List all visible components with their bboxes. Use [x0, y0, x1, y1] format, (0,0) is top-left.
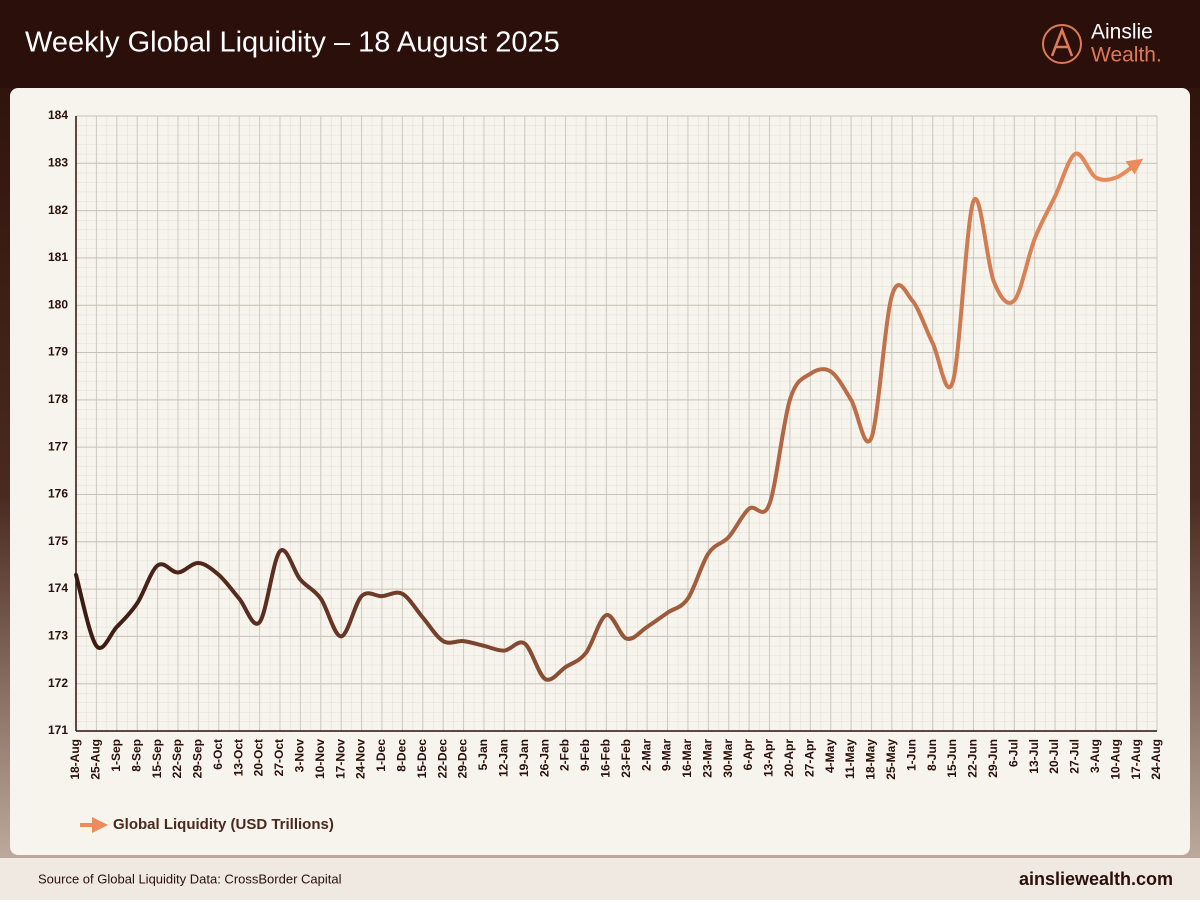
x-tick-label: 24-Aug: [1149, 739, 1163, 780]
x-tick-label: 15-Sep: [150, 739, 164, 778]
x-tick-label: 3-Nov: [293, 739, 307, 773]
x-tick-label: 22-Dec: [435, 739, 449, 779]
x-tick-label: 2-Mar: [639, 739, 653, 771]
x-tick-label: 1-Jun: [904, 739, 918, 771]
x-tick-label: 29-Jun: [986, 739, 1000, 778]
legend-label: Global Liquidity (USD Trillions): [113, 816, 334, 833]
x-tick-label: 6-Jul: [1006, 739, 1020, 767]
x-tick-label: 5-Jan: [476, 739, 490, 770]
logo-glyph: [1050, 26, 1074, 57]
y-tick-label: 183: [48, 155, 68, 169]
y-tick-label: 182: [48, 203, 68, 217]
x-tick-label: 27-Oct: [272, 739, 286, 776]
x-tick-label: 12-Jan: [496, 739, 510, 777]
title: Weekly Global Liquidity – 18 August 2025: [25, 27, 560, 59]
x-tick-label: 29-Dec: [456, 739, 470, 779]
x-tick-label: 22-Sep: [170, 739, 184, 778]
x-tick-label: 4-May: [823, 739, 837, 773]
x-tick-label: 3-Aug: [1088, 739, 1102, 773]
series-line: [74, 151, 1144, 682]
x-tick-label: 11-May: [843, 739, 857, 779]
x-tick-label: 10-Aug: [1108, 739, 1122, 780]
x-tick-label: 1-Dec: [374, 739, 388, 772]
y-tick-label: 173: [48, 629, 68, 643]
x-tick-label: 20-Apr: [782, 739, 796, 777]
logo-ring: [1042, 24, 1082, 64]
source: Source of Global Liquidity Data: CrossBo…: [38, 871, 342, 886]
x-tick-label: 15-Jun: [945, 739, 959, 778]
x-tick-label: 26-Jan: [537, 739, 551, 777]
brand-line: Ainslie: [1091, 21, 1153, 44]
x-tick-label: 8-Jun: [925, 739, 939, 771]
x-tick-label: 25-May: [884, 739, 898, 780]
plot: 18-Aug 25-Aug 1-Sep 8-Sep 15-Sep 22-Sep 29-Sep…: [48, 108, 1163, 833]
x-tick-label: 27-Jul: [1068, 739, 1082, 774]
x-tick-label: 15-Dec: [415, 739, 429, 779]
minor-grid: [76, 116, 1157, 731]
y-tick-label: 178: [48, 392, 68, 406]
x-tick-label: 1-Sep: [109, 739, 123, 772]
x-tick-label: 17-Nov: [333, 739, 347, 779]
x-tick-label: 8-Dec: [395, 739, 409, 772]
x-tick-label: 19-Jan: [517, 739, 531, 777]
x-tick-label: 30-Mar: [721, 739, 735, 778]
x-tick-label: 13-Jul: [1027, 739, 1041, 774]
x-tick-label: 24-Nov: [354, 739, 368, 779]
logo: Ainslie Wealth.: [1042, 21, 1162, 67]
y-tick-label: 172: [48, 676, 68, 690]
brand-line: Wealth.: [1091, 44, 1162, 67]
x-tick-label: 18-Aug: [68, 739, 82, 780]
x-tick-label: 9-Feb: [578, 739, 592, 771]
y-tick-label: 181: [48, 250, 68, 264]
x-tick-label: 23-Feb: [619, 739, 633, 778]
x-tick-label: 9-Mar: [660, 739, 674, 771]
x-tick-label: 16-Feb: [598, 739, 612, 778]
y-tick-label: 177: [48, 439, 68, 453]
y-tick-label: 180: [48, 297, 68, 311]
x-tick-label: 10-Nov: [313, 739, 327, 779]
x-tick-label: 13-Apr: [762, 739, 776, 777]
x-tick-label: 22-Jun: [966, 739, 980, 778]
x-tick-label: 29-Sep: [191, 739, 205, 778]
y-tick-label: 171: [48, 723, 68, 737]
x-tick-label: 6-Oct: [211, 739, 225, 770]
x-tick-label: 6-Apr: [741, 739, 755, 771]
y-tick-label: 184: [48, 108, 68, 122]
x-tick-label: 20-Jul: [1047, 739, 1061, 774]
header-band: [0, 0, 1200, 88]
x-tick-label: 27-Apr: [802, 739, 816, 777]
x-tick-label: 8-Sep: [129, 739, 143, 772]
y-tick-label: 174: [48, 581, 68, 595]
x-tick-label: 20-Oct: [252, 739, 266, 776]
y-tick-label: 176: [48, 487, 68, 501]
x-tick-label: 23-Mar: [700, 739, 714, 778]
x-tick-label: 18-May: [864, 739, 878, 780]
footer-band: [0, 858, 1200, 900]
website: ainsliewealth.com: [1019, 869, 1173, 889]
y-tick-label: 175: [48, 534, 68, 548]
x-tick-label: 16-Mar: [680, 739, 694, 778]
x-tick-label: 13-Oct: [231, 739, 245, 776]
y-tick-label: 179: [48, 345, 68, 359]
x-tick-label: 25-Aug: [89, 739, 103, 780]
x-tick-label: 2-Feb: [558, 739, 572, 771]
x-tick-label: 17-Aug: [1129, 739, 1143, 780]
